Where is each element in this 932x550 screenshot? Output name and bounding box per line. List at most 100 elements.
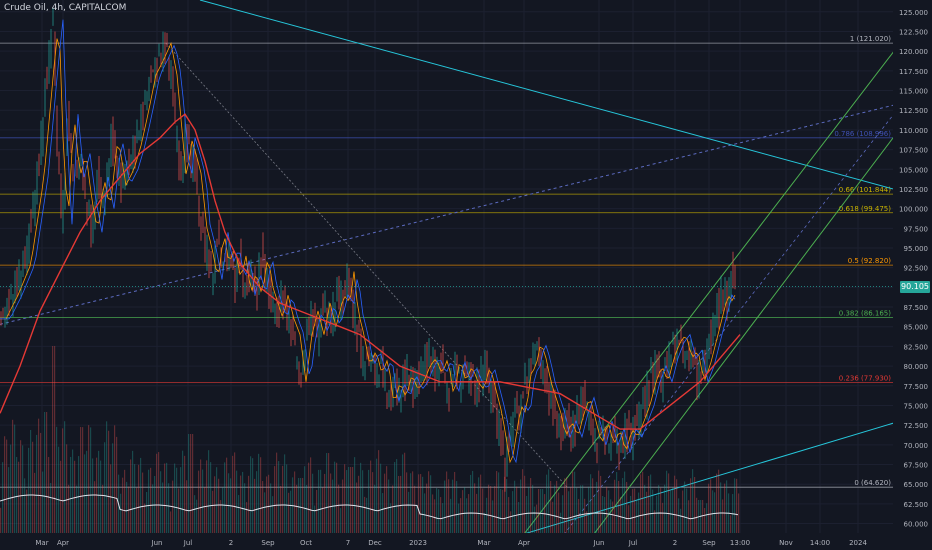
volume-bar <box>52 346 54 533</box>
volume-bar <box>322 487 324 533</box>
volume-bar <box>286 464 288 533</box>
volume-bar <box>558 492 560 533</box>
volume-bar <box>248 475 250 533</box>
x-tick-label: Mar <box>477 539 490 547</box>
volume-bar <box>194 495 196 533</box>
y-tick-label: 110.000 <box>899 127 928 135</box>
volume-bar <box>342 479 344 533</box>
volume-bar <box>78 456 80 533</box>
volume-bar <box>402 454 404 533</box>
volume-bar <box>106 421 108 533</box>
volume-bar <box>216 467 218 533</box>
volume-bar <box>498 472 500 533</box>
y-tick-label: 87.500 <box>904 304 929 312</box>
volume-bar <box>592 478 594 533</box>
x-tick-label: 2023 <box>409 539 427 547</box>
volume-bar <box>690 478 692 533</box>
volume-bar <box>362 470 364 533</box>
volume-bar <box>580 485 582 533</box>
volume-bar <box>532 485 534 533</box>
volume-bar <box>494 486 496 533</box>
volume-bar <box>644 485 646 533</box>
volume-bar <box>400 475 402 533</box>
volume-bar <box>174 463 176 533</box>
volume-bar <box>386 466 388 533</box>
volume-bar <box>412 471 414 533</box>
volume-bar <box>646 491 648 533</box>
volume-bar <box>500 488 502 533</box>
volume-bar <box>572 471 574 533</box>
volume-bar <box>634 488 636 533</box>
volume-bar <box>76 485 78 533</box>
volume-bar <box>552 501 554 533</box>
volume-bar <box>86 450 88 533</box>
volume-bar <box>504 476 506 533</box>
volume-bar <box>198 470 200 533</box>
volume-bar <box>190 434 192 533</box>
volume-bar <box>326 453 328 533</box>
volume-bar <box>546 474 548 533</box>
volume-bar <box>138 464 140 533</box>
volume-bar <box>100 460 102 533</box>
volume-bar <box>448 479 450 533</box>
volume-bar <box>586 511 588 533</box>
volume-bar <box>590 474 592 533</box>
y-tick-label: 122.500 <box>899 28 928 36</box>
ascending-trendline <box>479 419 906 548</box>
volume-bar <box>312 473 314 533</box>
volume-bar <box>578 498 580 533</box>
volume-bar <box>710 479 712 533</box>
volume-bar <box>454 471 456 533</box>
volume-bar <box>714 492 716 533</box>
volume-bar <box>274 466 276 533</box>
volume-bar <box>316 489 318 533</box>
volume-bar <box>114 425 116 533</box>
volume-bar <box>726 480 728 533</box>
volume-bar <box>284 454 286 533</box>
volume-bar <box>328 453 330 533</box>
volume-bar <box>614 479 616 533</box>
volume-bar <box>16 456 18 533</box>
volume-bar <box>218 478 220 533</box>
volume-bar <box>712 490 714 533</box>
volume-bar <box>404 452 406 533</box>
volume-bar <box>80 426 82 533</box>
volume-bar <box>104 442 106 533</box>
ma-orange-line <box>0 38 736 464</box>
x-tick-label: Apr <box>518 539 530 547</box>
volume-bar <box>300 478 302 533</box>
volume-bar <box>378 450 380 533</box>
volume-bar <box>40 432 42 533</box>
x-tick-label: Apr <box>57 539 69 547</box>
volume-bar <box>338 484 340 533</box>
volume-bar <box>406 472 408 533</box>
volume-bar <box>466 498 468 533</box>
volume-bar <box>472 470 474 533</box>
volume-bar <box>356 482 358 533</box>
volume-bar <box>176 467 178 533</box>
y-tick-label: 105.000 <box>899 166 928 174</box>
volume-bar <box>396 459 398 533</box>
volume-bar <box>358 475 360 533</box>
volume-bar <box>268 474 270 533</box>
volume-bar <box>658 485 660 533</box>
volume-bar <box>38 418 40 533</box>
volume-bar <box>234 452 236 533</box>
volume-bar <box>424 493 426 533</box>
volume-bar <box>566 477 568 533</box>
volume-bar <box>524 475 526 533</box>
volume-bar <box>310 457 312 533</box>
volume-bar <box>604 496 606 533</box>
y-tick-label: 75.000 <box>904 402 929 410</box>
symbol-title: Crude Oil, 4h, CAPITALCOM <box>4 3 127 13</box>
volume-bar <box>32 441 34 533</box>
volume-bar <box>222 487 224 533</box>
volume-bar <box>62 428 64 533</box>
volume-bar <box>530 478 532 533</box>
volume-bar <box>496 471 498 533</box>
volume-bar <box>538 489 540 533</box>
volume-bar <box>456 481 458 533</box>
volume-bar <box>428 471 430 533</box>
